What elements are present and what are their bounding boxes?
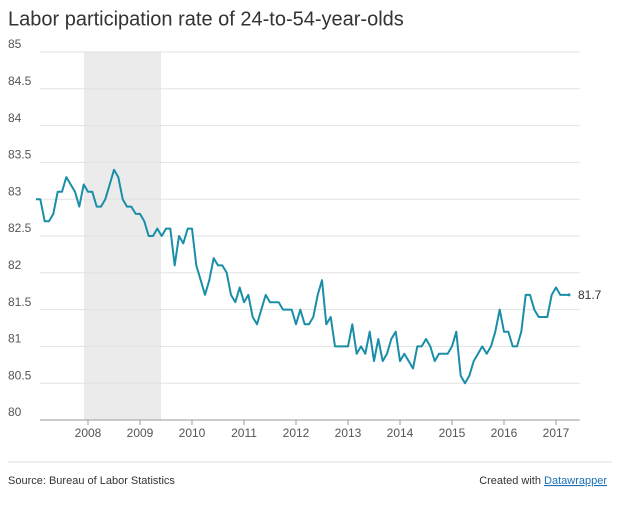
y-tick-label: 82.5 (8, 221, 32, 235)
y-tick-label: 83.5 (8, 148, 32, 162)
y-tick-label: 81 (8, 332, 22, 346)
chart-title: Labor participation rate of 24-to-54-yea… (8, 8, 404, 30)
y-tick-label: 80.5 (8, 368, 32, 382)
end-dot (567, 293, 571, 297)
x-tick-label: 2009 (127, 426, 154, 440)
y-tick-label: 81.5 (8, 295, 32, 309)
y-tick-label: 85 (8, 37, 22, 51)
source: Source: Bureau of Labor Statistics (8, 475, 175, 487)
y-tick-label: 83 (8, 184, 22, 198)
end-label: 81.7 (578, 288, 602, 302)
credit-prefix: Created with (479, 475, 541, 487)
x-tick-label: 2014 (387, 426, 414, 440)
x-tick-label: 2012 (283, 426, 310, 440)
credit-link[interactable]: Datawrapper (544, 475, 607, 487)
line (36, 168, 569, 385)
x-tick-label: 2015 (439, 426, 466, 440)
y-tick-label: 84.5 (8, 74, 32, 88)
x-tick-label: 2013 (335, 426, 362, 440)
x-tick-label: 2011 (231, 426, 257, 440)
x-tick-label: 2016 (491, 426, 518, 440)
x-tick-label: 2017 (543, 426, 570, 440)
y-tick-label: 82 (8, 258, 22, 272)
y-tick-label: 80 (8, 405, 22, 419)
x-tick-label: 2010 (179, 426, 206, 440)
x-tick-label: 2008 (75, 426, 102, 440)
credit: Created with Datawrapper (479, 475, 607, 487)
y-tick-label: 84 (8, 111, 22, 125)
